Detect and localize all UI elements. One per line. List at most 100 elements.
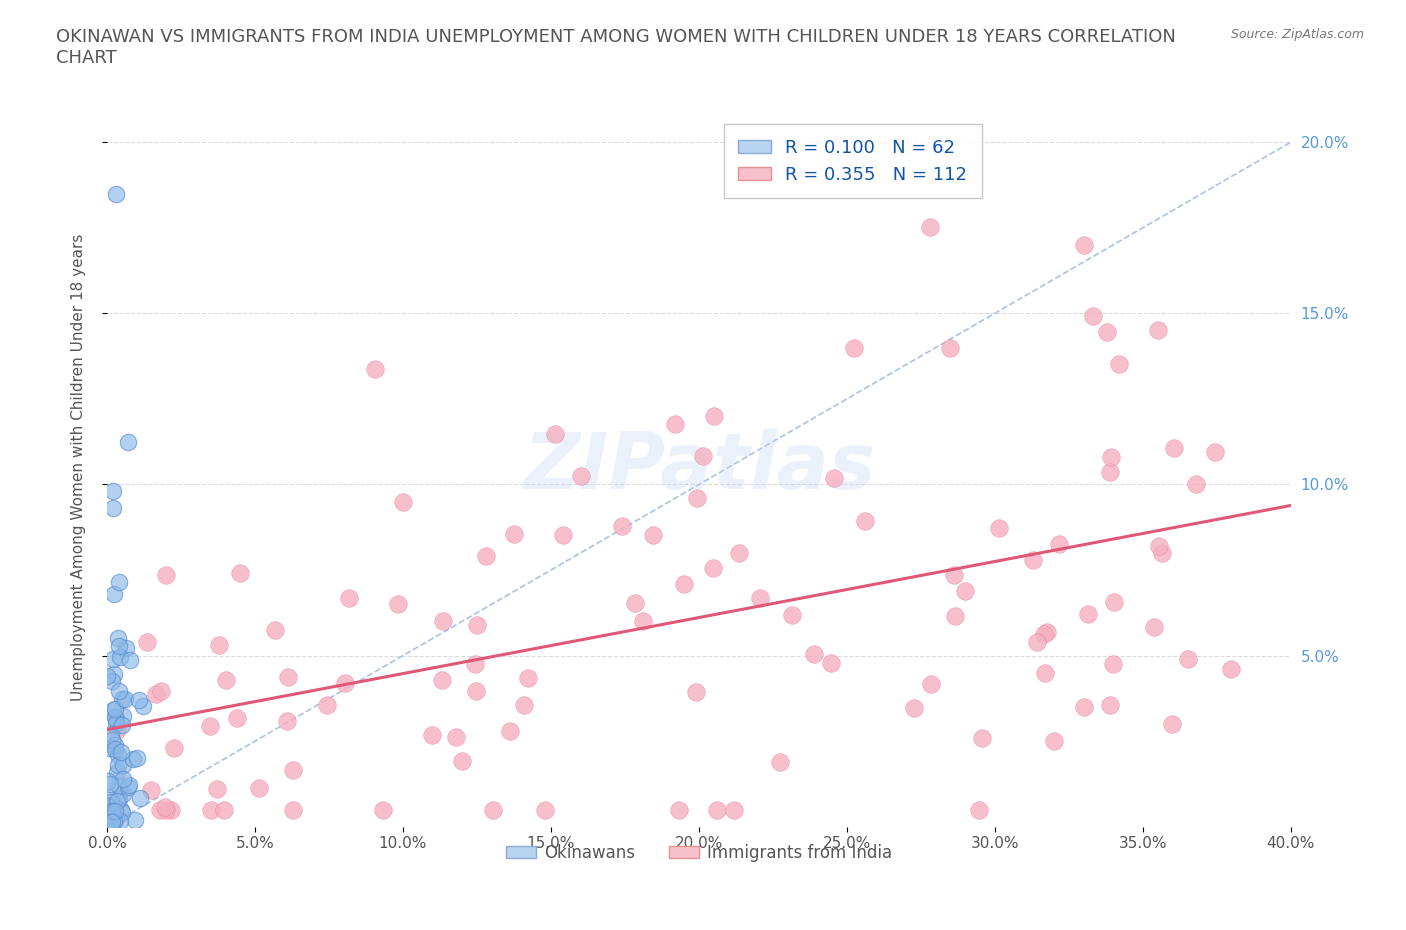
Point xyxy=(108,575,131,590)
Point xyxy=(104,812,127,827)
Point xyxy=(1073,237,1095,252)
Point xyxy=(516,671,538,685)
Point xyxy=(208,638,231,653)
Point xyxy=(1146,323,1168,338)
Point xyxy=(544,427,567,442)
Point xyxy=(100,726,122,741)
Point xyxy=(120,652,142,667)
Point xyxy=(226,711,249,725)
Point xyxy=(1147,538,1170,553)
Point xyxy=(107,764,129,779)
Point xyxy=(953,584,976,599)
Point xyxy=(702,561,724,576)
Point xyxy=(1076,607,1098,622)
Point xyxy=(1021,553,1043,568)
Point xyxy=(723,803,745,817)
Point xyxy=(316,698,339,712)
Point xyxy=(823,471,845,485)
Point xyxy=(967,803,990,817)
Point xyxy=(987,521,1010,536)
Point xyxy=(1047,537,1070,551)
Point xyxy=(853,513,876,528)
Point xyxy=(114,691,136,706)
Point xyxy=(104,710,127,724)
Point xyxy=(392,494,415,509)
Point xyxy=(1185,476,1208,491)
Text: Source: ZipAtlas.com: Source: ZipAtlas.com xyxy=(1230,28,1364,41)
Point xyxy=(727,546,749,561)
Point xyxy=(475,549,498,564)
Point xyxy=(200,803,222,817)
Point xyxy=(1177,652,1199,667)
Point xyxy=(692,448,714,463)
Point xyxy=(117,434,139,449)
Point xyxy=(104,186,127,201)
Point xyxy=(108,684,131,698)
Y-axis label: Unemployment Among Women with Children Under 18 years: Unemployment Among Women with Children U… xyxy=(72,233,86,701)
Point xyxy=(96,799,118,814)
Point xyxy=(110,813,132,828)
Point xyxy=(107,631,129,645)
Point xyxy=(668,803,690,817)
Point xyxy=(229,565,252,580)
Point xyxy=(212,803,235,817)
Point xyxy=(111,717,134,732)
Point xyxy=(149,803,172,817)
Point xyxy=(631,614,654,629)
Point xyxy=(276,714,298,729)
Point xyxy=(444,729,467,744)
Point xyxy=(820,655,842,670)
Point xyxy=(110,803,132,817)
Point xyxy=(125,751,148,765)
Point xyxy=(115,640,138,655)
Point xyxy=(643,527,665,542)
Point xyxy=(706,803,728,817)
Point xyxy=(499,724,522,738)
Point xyxy=(1204,445,1226,459)
Point xyxy=(920,676,942,691)
Point xyxy=(1095,325,1118,339)
Text: OKINAWAN VS IMMIGRANTS FROM INDIA UNEMPLOYMENT AMONG WOMEN WITH CHILDREN UNDER 1: OKINAWAN VS IMMIGRANTS FROM INDIA UNEMPL… xyxy=(56,28,1175,67)
Point xyxy=(198,719,221,734)
Point xyxy=(131,698,153,713)
Point xyxy=(283,763,305,777)
Point xyxy=(685,684,707,699)
Point xyxy=(100,809,122,824)
Point xyxy=(703,408,725,423)
Point xyxy=(149,684,172,698)
Point xyxy=(970,731,993,746)
Point xyxy=(205,781,228,796)
Point xyxy=(281,803,304,817)
Point xyxy=(769,754,792,769)
Point xyxy=(100,814,122,829)
Point xyxy=(139,783,162,798)
Point xyxy=(111,787,134,802)
Point xyxy=(128,693,150,708)
Point xyxy=(101,703,124,718)
Point xyxy=(1102,594,1125,609)
Point xyxy=(782,607,804,622)
Point xyxy=(610,518,633,533)
Point xyxy=(104,741,127,756)
Point xyxy=(129,790,152,805)
Point xyxy=(569,468,592,483)
Point xyxy=(155,803,177,817)
Point xyxy=(1108,356,1130,371)
Point xyxy=(107,757,129,772)
Point xyxy=(464,656,486,671)
Point xyxy=(111,758,134,773)
Point xyxy=(624,596,647,611)
Point xyxy=(481,803,503,817)
Point xyxy=(103,803,125,817)
Point xyxy=(465,618,488,632)
Point xyxy=(103,587,125,602)
Point xyxy=(101,804,124,818)
Point xyxy=(1101,657,1123,671)
Point xyxy=(943,568,966,583)
Point xyxy=(117,779,139,794)
Point xyxy=(117,777,139,792)
Point xyxy=(502,526,524,541)
Point xyxy=(215,672,238,687)
Point xyxy=(107,748,129,763)
Point xyxy=(96,669,118,684)
